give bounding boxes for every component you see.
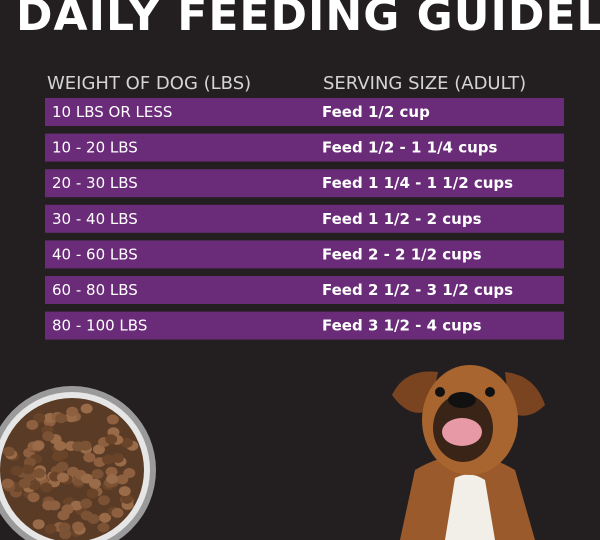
- weight-cell: 60 - 80 LBS: [52, 281, 138, 299]
- dog: [392, 365, 545, 540]
- table-row: [45, 240, 564, 269]
- weight-cell: 30 - 40 LBS: [52, 210, 138, 228]
- column-header: SERVING SIZE (ADULT): [323, 73, 526, 94]
- weight-cell: 80 - 100 LBS: [52, 317, 147, 335]
- table-rows: 10 LBS OR LESS Feed 1/2 cup 10 - 20 LBS Fee…: [45, 98, 564, 340]
- table-row: [45, 98, 564, 126]
- column-header: WEIGHT OF DOG (LBS): [47, 73, 251, 94]
- serving-cell: Feed 1/2 - 1 1/4 cups: [322, 139, 498, 157]
- table-row: [45, 204, 564, 233]
- serving-cell: Feed 1/2 cup: [322, 103, 430, 121]
- table-row: [45, 133, 564, 162]
- serving-cell: Feed 1 1/4 - 1 1/2 cups: [322, 174, 513, 192]
- weight-cell: 40 - 60 LBS: [52, 245, 138, 263]
- serving-cell: Feed 1 1/2 - 2 cups: [322, 210, 482, 228]
- title: DAILY FEEDING GUIDELINES: [16, 0, 600, 41]
- table-row: [45, 169, 564, 198]
- serving-cell: Feed 2 - 2 1/2 cups: [322, 245, 482, 263]
- weight-cell: 10 - 20 LBS: [52, 139, 138, 157]
- table-row: [45, 276, 564, 304]
- serving-cell: Feed 3 1/2 - 4 cups: [322, 317, 482, 335]
- food-bowl: [0, 386, 156, 540]
- weight-cell: 10 LBS OR LESS: [52, 103, 172, 121]
- serving-cell: Feed 2 1/2 - 3 1/2 cups: [322, 281, 513, 299]
- table-row: [45, 311, 564, 340]
- weight-cell: 20 - 30 LBS: [52, 174, 138, 192]
